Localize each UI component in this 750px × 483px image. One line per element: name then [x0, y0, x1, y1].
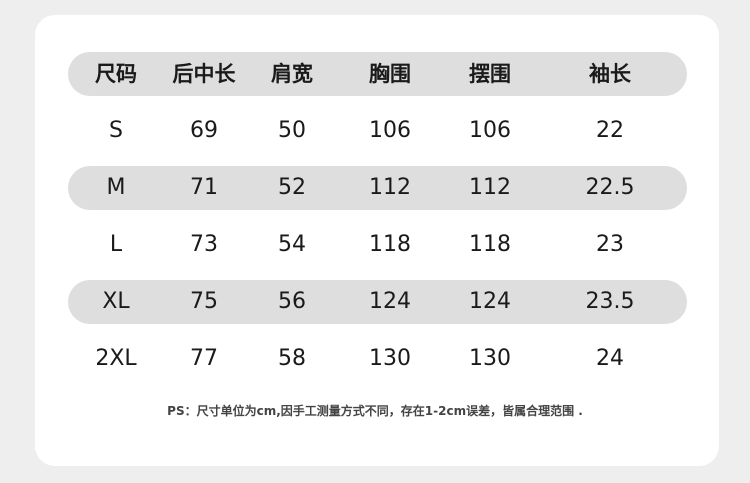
table-cell: 73 [190, 232, 218, 257]
table-cell: 52 [278, 175, 306, 200]
table-cell: 56 [278, 289, 306, 314]
table-cell: 69 [190, 118, 218, 143]
table-row: XL 75 56 124 124 23.5 [68, 280, 687, 324]
table-row: S 69 50 106 106 22 [68, 109, 687, 153]
column-header: 尺码 [95, 62, 137, 86]
table-cell: 124 [469, 289, 511, 314]
table-cell: 130 [369, 346, 411, 371]
column-header: 肩宽 [271, 62, 313, 86]
table-cell: 71 [190, 175, 218, 200]
table-cell: 23 [596, 232, 624, 257]
table-cell: 124 [369, 289, 411, 314]
header-row: 尺码 后中长 肩宽 胸围 摆围 袖长 [68, 52, 687, 96]
table-cell: 2XL [95, 346, 137, 371]
table-cell: 118 [469, 232, 511, 257]
table-row: M 71 52 112 112 22.5 [68, 166, 687, 210]
table-cell: 58 [278, 346, 306, 371]
table-row: L 73 54 118 118 23 [68, 223, 687, 267]
column-header: 后中长 [172, 62, 236, 86]
table-cell: 106 [369, 118, 411, 143]
table-cell: 77 [190, 346, 218, 371]
table-cell: 75 [190, 289, 218, 314]
table-cell: 54 [278, 232, 306, 257]
column-header: 胸围 [369, 62, 411, 86]
table-cell: 118 [369, 232, 411, 257]
table-cell: 23.5 [585, 289, 635, 314]
table-cell: 22.5 [585, 175, 635, 200]
table-cell: 130 [469, 346, 511, 371]
table-cell: 24 [596, 346, 624, 371]
table-cell: 106 [469, 118, 511, 143]
table-cell: L [109, 232, 123, 257]
table-row: 2XL 77 58 130 130 24 [68, 337, 687, 381]
column-header: 摆围 [469, 62, 511, 86]
table-cell: 112 [469, 175, 511, 200]
table-cell: 50 [278, 118, 306, 143]
table-cell: XL [102, 289, 130, 314]
table-cell: M [106, 175, 126, 200]
table-cell: 112 [369, 175, 411, 200]
measurement-note: PS：尺寸单位为cm,因手工测量方式不同，存在1-2cm误差，皆属合理范围 . [167, 404, 583, 418]
column-header: 袖长 [589, 62, 631, 86]
table-cell: S [109, 118, 123, 143]
table-cell: 22 [596, 118, 624, 143]
